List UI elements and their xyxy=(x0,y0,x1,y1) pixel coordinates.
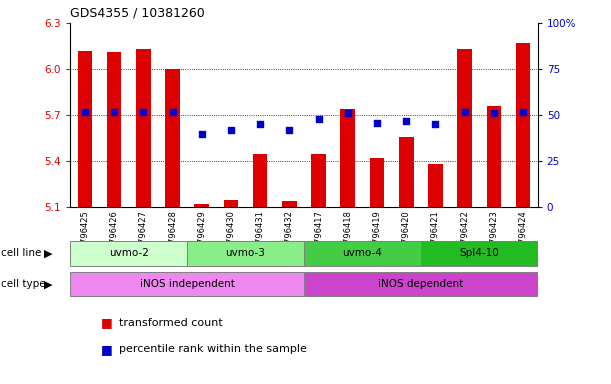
Point xyxy=(459,108,469,114)
Bar xyxy=(165,69,180,207)
Text: Spl4-10: Spl4-10 xyxy=(459,248,499,258)
Bar xyxy=(70,272,304,296)
Bar xyxy=(458,49,472,207)
Bar xyxy=(340,109,355,207)
Bar xyxy=(107,52,122,207)
Text: uvmo-3: uvmo-3 xyxy=(225,248,266,258)
Text: iNOS independent: iNOS independent xyxy=(140,279,235,289)
Bar xyxy=(78,51,92,207)
Bar xyxy=(516,43,530,207)
Point xyxy=(80,108,90,114)
Point xyxy=(139,108,148,114)
Bar xyxy=(304,242,421,266)
Text: ▶: ▶ xyxy=(44,279,53,289)
Text: uvmo-4: uvmo-4 xyxy=(342,248,382,258)
Text: percentile rank within the sample: percentile rank within the sample xyxy=(119,344,307,354)
Point xyxy=(372,119,382,126)
Point xyxy=(285,127,295,133)
Point xyxy=(431,121,441,127)
Point xyxy=(343,110,353,116)
Point xyxy=(401,118,411,124)
Bar xyxy=(282,201,297,207)
Point xyxy=(518,108,528,114)
Text: iNOS dependent: iNOS dependent xyxy=(378,279,464,289)
Point xyxy=(109,108,119,114)
Bar xyxy=(136,49,150,207)
Text: ▶: ▶ xyxy=(44,248,53,258)
Text: ■: ■ xyxy=(101,343,112,356)
Point xyxy=(489,110,499,116)
Text: ■: ■ xyxy=(101,316,112,329)
Bar xyxy=(187,242,304,266)
Bar xyxy=(253,154,268,207)
Bar xyxy=(421,242,538,266)
Point xyxy=(226,127,236,133)
Text: cell line: cell line xyxy=(1,248,42,258)
Bar xyxy=(428,164,443,207)
Bar xyxy=(70,242,187,266)
Bar xyxy=(486,106,501,207)
Text: GDS4355 / 10381260: GDS4355 / 10381260 xyxy=(70,6,205,19)
Point xyxy=(313,116,323,122)
Point xyxy=(255,121,265,127)
Text: transformed count: transformed count xyxy=(119,318,223,328)
Bar xyxy=(370,158,384,207)
Bar xyxy=(311,154,326,207)
Text: cell type: cell type xyxy=(1,279,46,289)
Bar xyxy=(194,204,209,207)
Bar xyxy=(224,200,238,207)
Point xyxy=(167,108,177,114)
Bar xyxy=(399,137,414,207)
Text: uvmo-2: uvmo-2 xyxy=(109,248,148,258)
Point xyxy=(197,131,207,137)
Bar xyxy=(304,272,538,296)
